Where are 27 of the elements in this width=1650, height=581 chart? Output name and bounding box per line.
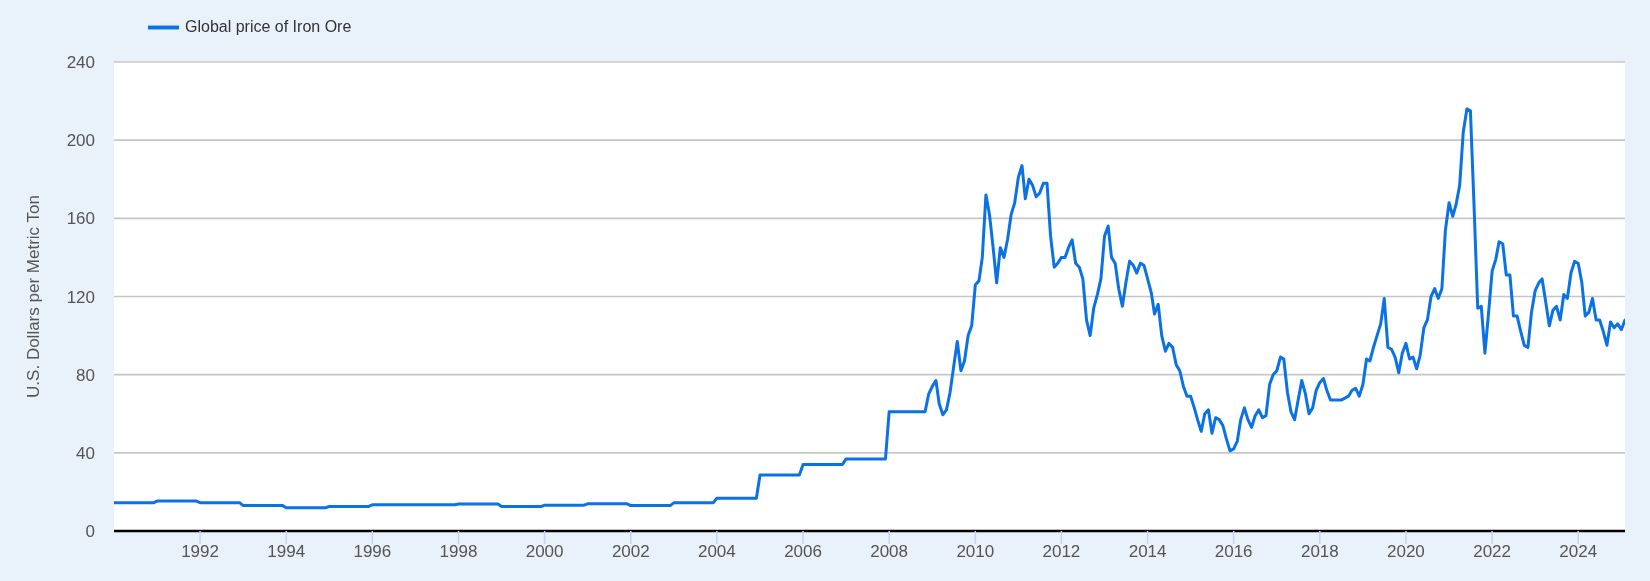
x-tick-label: 2002 — [611, 542, 650, 562]
y-tick-label: 80 — [76, 365, 95, 385]
legend-label: Global price of Iron Ore — [185, 18, 352, 35]
x-tick-label: 2000 — [525, 542, 564, 562]
y-axis-title: U.S. Dollars per Metric Ton — [23, 195, 43, 398]
x-tick-label: 2006 — [784, 542, 822, 562]
x-tick-label: 2016 — [1214, 542, 1253, 562]
x-tick-label: 2012 — [1042, 542, 1081, 562]
x-tick-label: 2022 — [1473, 542, 1512, 562]
x-tick-label: 2018 — [1300, 542, 1339, 562]
y-tick-label: 0 — [85, 522, 95, 542]
x-tick-label: 1992 — [181, 542, 219, 562]
x-tick-label: 1994 — [267, 542, 306, 562]
x-tick-label: 1996 — [353, 542, 392, 562]
y-tick-label: 160 — [66, 209, 95, 229]
x-tick-label: 2020 — [1387, 542, 1425, 562]
x-tick-label: 2024 — [1559, 542, 1598, 562]
line-series — [114, 107, 1625, 510]
y-tick-label: 120 — [66, 287, 95, 307]
y-tick-label: 240 — [66, 53, 95, 73]
y-tick-label: 200 — [66, 131, 95, 151]
x-tick-label: 2014 — [1128, 542, 1167, 562]
x-tick-label: 2010 — [956, 542, 995, 562]
x-tick-label: 1998 — [439, 542, 478, 562]
y-tick-label: 40 — [76, 443, 95, 463]
x-tick-label: 2004 — [697, 542, 736, 562]
x-tick-label: 2008 — [870, 542, 909, 562]
